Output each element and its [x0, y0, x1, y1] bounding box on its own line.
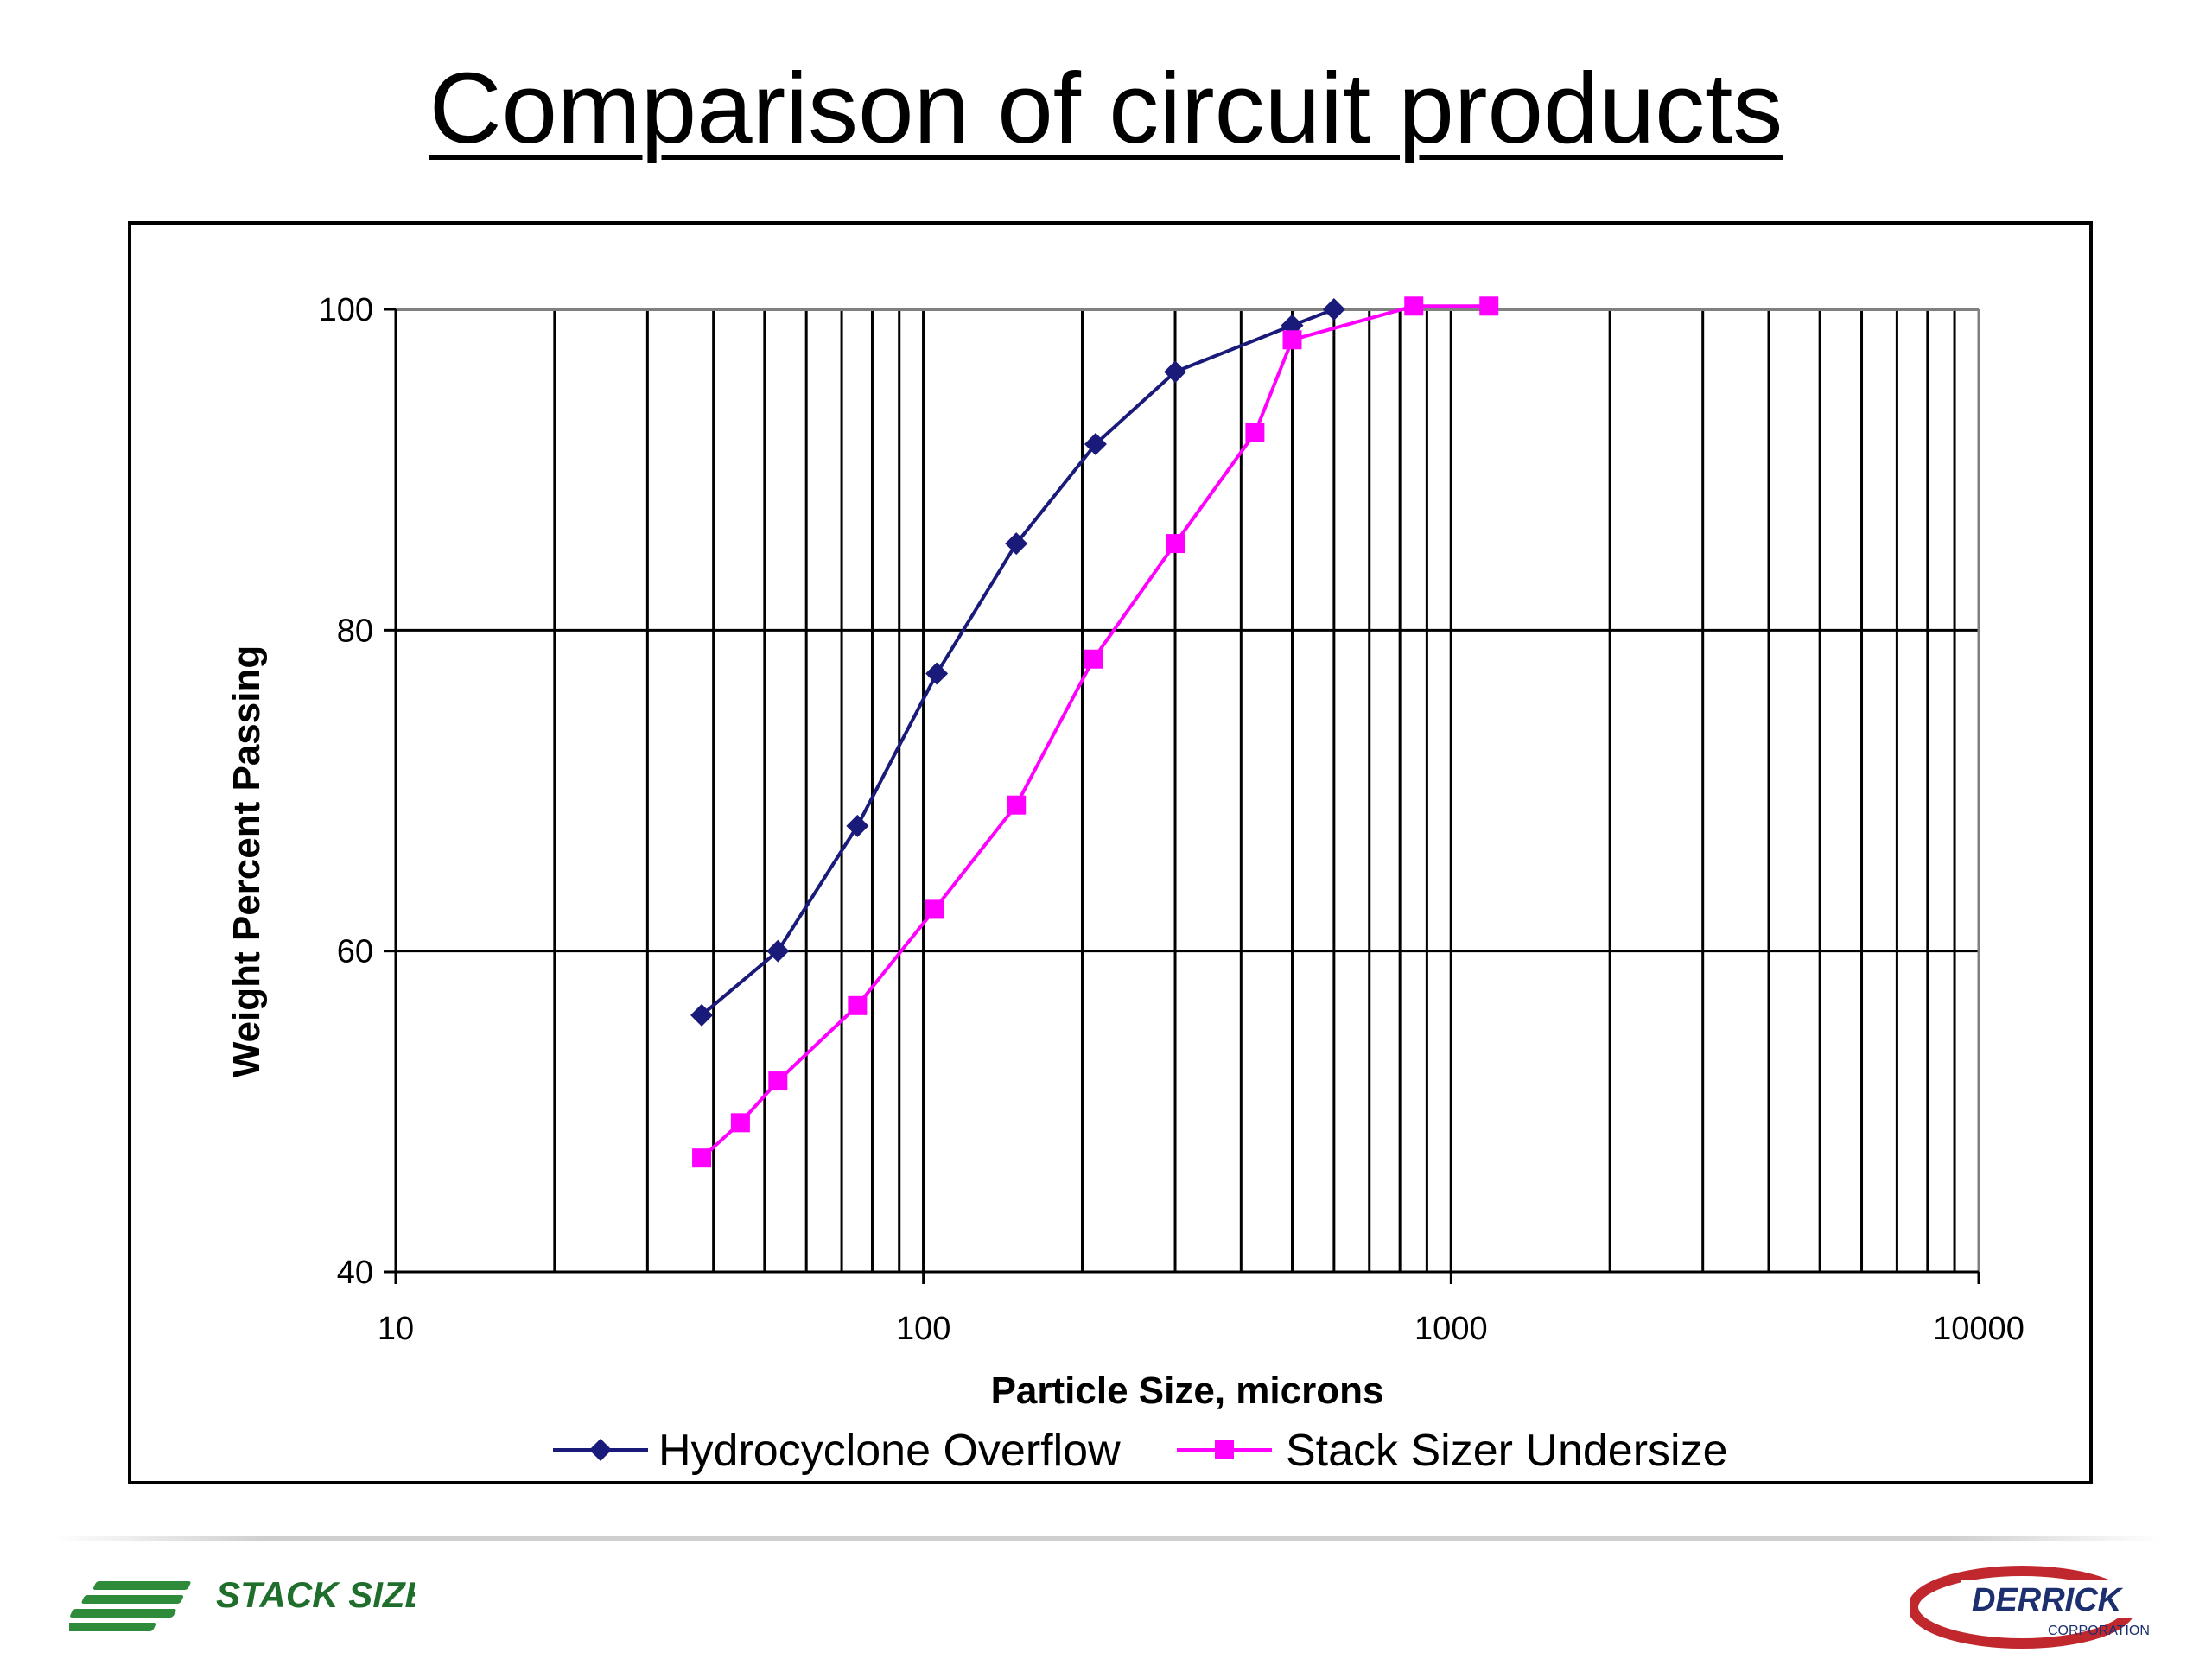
stack-sizer-logo: STACK SIZER [69, 1574, 415, 1631]
slide-title: Comparison of circuit products [429, 52, 1783, 164]
data-point-hydrocyclone [589, 1439, 612, 1461]
data-point-hydrocyclone [1164, 360, 1187, 384]
data-point-stack-sizer [1166, 534, 1185, 554]
data-point-stack-sizer [1479, 296, 1499, 316]
x-tick-label: 10 [378, 1311, 414, 1347]
legend-label-hydrocyclone: Hydrocyclone Overflow [658, 1426, 1121, 1476]
data-point-hydrocyclone [690, 1003, 714, 1027]
data-point-hydrocyclone [846, 814, 869, 837]
y-axis-label: Weight Percent Passing [226, 645, 268, 1077]
logo-text-corporation: CORPORATION [2048, 1624, 2150, 1638]
series-line-hydrocyclone [700, 308, 1335, 1017]
footer-divider [52, 1536, 2160, 1541]
data-point-stack-sizer [1007, 795, 1027, 815]
data-point-hydrocyclone [1084, 432, 1107, 455]
y-tick-label: 60 [337, 934, 373, 970]
chart-frame: 40 60 80 100 10 100 1000 10000 Particle Size, mi… [128, 221, 2093, 1484]
x-tick-label: 100 [896, 1311, 950, 1347]
data-point-stack-sizer [1404, 296, 1424, 316]
data-point-stack-sizer [1084, 649, 1103, 669]
legend-label-stack-sizer: Stack Sizer Undersize [1286, 1426, 1728, 1476]
logo-text-derrick: DERRICK [1972, 1582, 2124, 1618]
x-tick-label: 10000 [1933, 1311, 2024, 1347]
logo-text-stack: STACK SIZER [216, 1574, 415, 1615]
data-point-hydrocyclone [1005, 532, 1028, 556]
data-point-stack-sizer [730, 1113, 750, 1133]
data-point-stack-sizer [1282, 330, 1302, 350]
data-point-stack-sizer [848, 995, 868, 1015]
data-point-stack-sizer [1245, 423, 1265, 442]
data-point-hydrocyclone [766, 939, 790, 963]
y-tick-label: 80 [337, 613, 373, 649]
data-point-stack-sizer [692, 1148, 712, 1168]
x-tick-label: 1000 [1414, 1311, 1488, 1347]
data-point-stack-sizer [925, 899, 944, 919]
y-tick-label: 40 [337, 1255, 373, 1291]
x-axis-label: Particle Size, microns [991, 1370, 1384, 1412]
derrick-logo: DERRICK CORPORATION [1910, 1566, 2152, 1649]
y-tick-label: 100 [319, 292, 373, 328]
data-point-hydrocyclone [925, 662, 949, 685]
data-point-hydrocyclone [1322, 298, 1345, 321]
data-point-stack-sizer [768, 1071, 788, 1091]
data-point-stack-sizer [1215, 1440, 1234, 1459]
line-chart: 40 60 80 100 10 100 1000 10000 Particle Size, mi… [226, 292, 2024, 1476]
